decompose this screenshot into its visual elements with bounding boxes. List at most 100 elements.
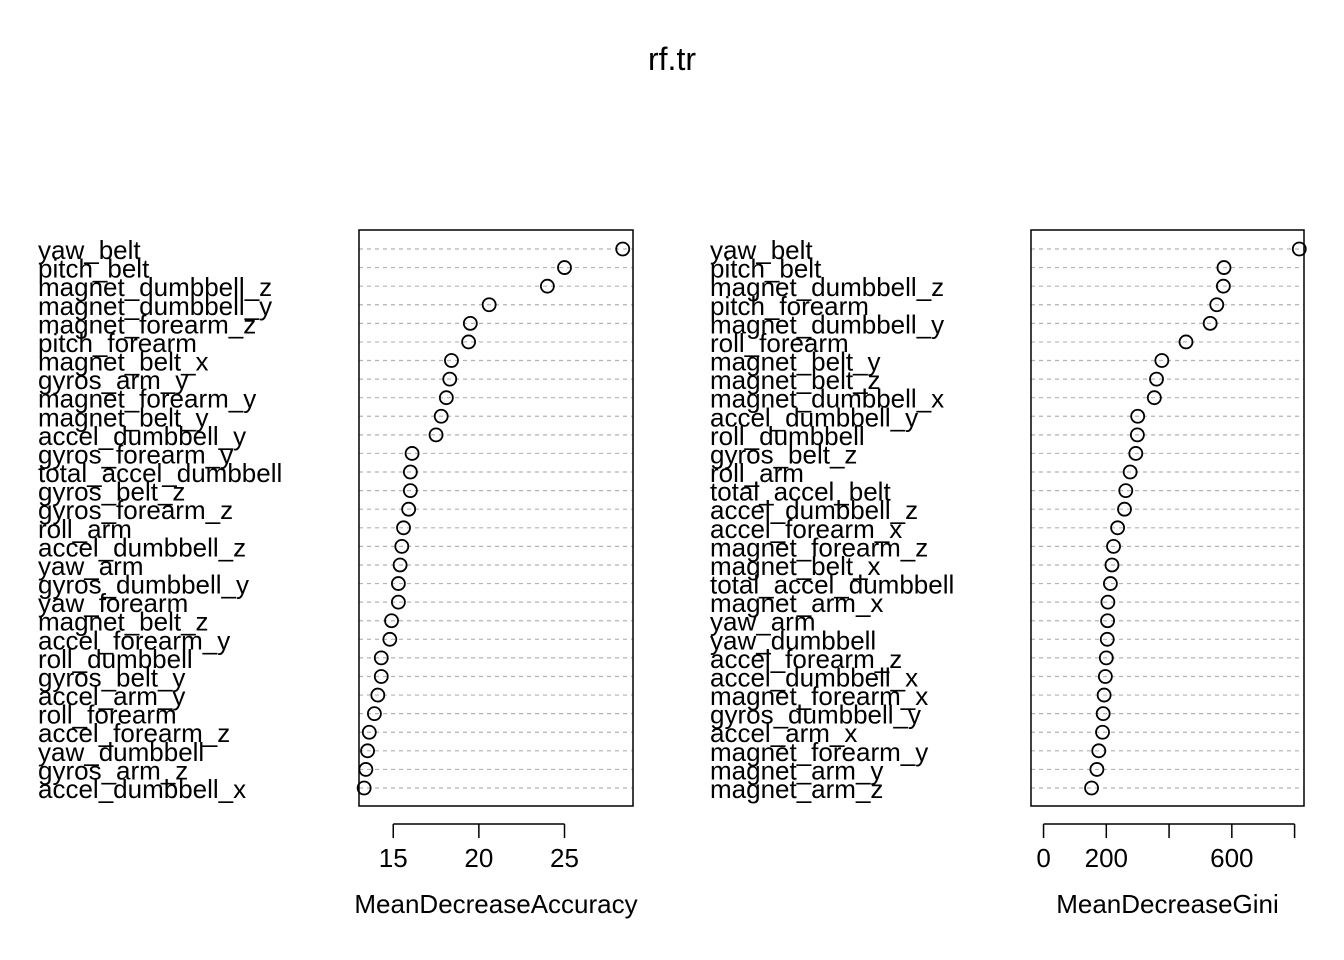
- category-label: yaw_arm: [38, 551, 143, 581]
- data-point: [402, 464, 418, 480]
- data-point: [1095, 724, 1110, 740]
- category-label: magnet_arm_y: [710, 755, 883, 785]
- data-point: [1154, 353, 1170, 368]
- data-point: [404, 446, 420, 461]
- data-point: [1122, 464, 1138, 480]
- category-label: accel_arm_x: [710, 718, 857, 748]
- data-point: [1106, 538, 1121, 554]
- category-label: roll_arm: [38, 514, 132, 544]
- plot-frame: [1030, 229, 1305, 807]
- x-axis-label: MeanDecreaseAccuracy: [354, 889, 637, 919]
- category-label: magnet_belt_z: [38, 607, 209, 637]
- data-point: [360, 743, 375, 759]
- category-label: magnet_forearm_z: [38, 309, 256, 339]
- data-point: [390, 576, 406, 591]
- data-point: [1100, 613, 1115, 629]
- data-point: [1091, 743, 1107, 759]
- category-label: total_accel_belt: [710, 477, 891, 507]
- category-label: roll_dumbbell: [38, 644, 193, 674]
- data-point: [438, 390, 454, 406]
- data-point: [356, 780, 372, 796]
- category-label: accel_forearm_z: [38, 718, 230, 748]
- data-point: [1095, 706, 1111, 722]
- data-point: [1130, 408, 1146, 424]
- x-tick-label: 20: [464, 843, 493, 873]
- category-label: pitch_forearm: [710, 291, 869, 321]
- data-point: [1216, 260, 1232, 275]
- category-label: yaw_forearm: [38, 588, 188, 618]
- category-label: magnet_belt_z: [710, 365, 881, 395]
- data-point: [442, 371, 458, 387]
- category-label: gyros_dumbbell_y: [710, 700, 921, 730]
- data-point: [373, 650, 389, 666]
- data-point: [1099, 631, 1115, 647]
- category-label: accel_dumbbell_y: [710, 402, 918, 432]
- data-point: [370, 687, 386, 703]
- category-label: roll_forearm: [710, 328, 849, 358]
- category-label: accel_arm_y: [38, 681, 185, 711]
- x-tick-label: 25: [550, 843, 579, 873]
- x-tick-label: 0: [1036, 843, 1050, 873]
- data-point: [1117, 501, 1132, 517]
- category-label: gyros_forearm_z: [38, 495, 233, 525]
- category-label: magnet_dumbbell_z: [710, 272, 944, 302]
- category-label: accel_dumbbell_x: [710, 662, 918, 692]
- category-label: magnet_belt_y: [710, 347, 881, 377]
- category-label: gyros_forearm_y: [38, 439, 233, 469]
- data-point: [361, 724, 377, 740]
- data-point: [401, 501, 417, 517]
- x-tick-label: 15: [379, 843, 408, 873]
- category-label: accel_dumbbell_x: [38, 774, 246, 804]
- data-point: [1146, 390, 1162, 406]
- chart-panel-2: yaw_beltpitch_beltmagnet_dumbbell_zpitch…: [710, 229, 1307, 919]
- category-label: magnet_belt_y: [38, 402, 209, 432]
- category-label: magnet_arm_x: [710, 588, 883, 618]
- category-label: yaw_dumbbell: [38, 737, 204, 767]
- data-point: [1178, 334, 1194, 350]
- category-label: gyros_belt_y: [38, 662, 185, 692]
- category-label: accel_forearm_x: [710, 514, 902, 544]
- category-label: pitch_forearm: [38, 328, 197, 358]
- data-point: [1291, 241, 1307, 257]
- data-point: [557, 260, 572, 275]
- plot-frame: [358, 229, 634, 807]
- category-label: yaw_arm: [710, 607, 815, 637]
- category-label: total_accel_dumbbell: [710, 570, 954, 600]
- data-point: [1100, 594, 1116, 610]
- category-label: magnet_dumbbell_y: [38, 291, 272, 321]
- data-point: [367, 706, 382, 722]
- category-label: accel_dumbbell_z: [710, 495, 918, 525]
- category-label: magnet_dumbbell_x: [710, 384, 944, 414]
- data-point: [1215, 278, 1231, 294]
- data-point: [1128, 446, 1144, 461]
- data-point: [382, 631, 398, 647]
- category-label: magnet_forearm_z: [710, 532, 928, 562]
- data-point: [1096, 687, 1112, 703]
- data-point: [1104, 557, 1120, 573]
- data-point: [1084, 780, 1099, 796]
- data-point: [1129, 427, 1145, 443]
- data-point: [1097, 669, 1113, 684]
- category-label: magnet_belt_x: [710, 551, 881, 581]
- category-label: accel_forearm_y: [38, 625, 230, 655]
- category-label: roll_forearm: [38, 700, 177, 730]
- category-label: pitch_belt: [710, 254, 822, 284]
- category-label: accel_dumbbell_y: [38, 421, 246, 451]
- data-point: [1209, 297, 1225, 313]
- x-axis-label: MeanDecreaseGini: [1056, 889, 1279, 919]
- data-point: [444, 353, 459, 368]
- data-point: [384, 613, 399, 629]
- category-label: magnet_dumbbell_y: [710, 309, 944, 339]
- category-label: gyros_belt_z: [710, 439, 857, 469]
- data-point: [428, 427, 444, 443]
- data-point: [1202, 315, 1218, 331]
- category-label: yaw_dumbbell: [710, 625, 876, 655]
- category-label: magnet_belt_x: [38, 347, 209, 377]
- category-label: magnet_dumbbell_z: [38, 272, 272, 302]
- category-label: roll_arm: [710, 458, 804, 488]
- data-point: [462, 315, 478, 331]
- data-point: [461, 334, 477, 350]
- data-point: [394, 538, 410, 554]
